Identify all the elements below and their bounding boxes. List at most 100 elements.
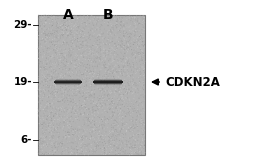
Point xyxy=(64,140,68,143)
Point xyxy=(56,32,60,35)
Point xyxy=(47,119,51,122)
Point xyxy=(128,26,132,28)
Point xyxy=(111,123,115,126)
Point xyxy=(75,42,79,45)
Point xyxy=(111,69,115,72)
Point xyxy=(112,52,116,54)
Point xyxy=(81,145,85,147)
Point xyxy=(131,130,135,133)
Point xyxy=(98,104,102,107)
Point xyxy=(65,17,69,20)
Point xyxy=(109,128,113,130)
Point xyxy=(143,22,147,25)
Point xyxy=(70,133,74,136)
Point xyxy=(42,93,46,96)
Point xyxy=(130,100,134,103)
Point xyxy=(133,146,137,149)
Point xyxy=(95,144,99,147)
Point xyxy=(122,47,126,49)
Point xyxy=(78,128,82,131)
Point xyxy=(92,121,96,124)
Point xyxy=(82,116,86,119)
Point xyxy=(81,44,85,47)
Point xyxy=(109,67,113,70)
Point xyxy=(123,103,127,105)
Point xyxy=(106,24,110,27)
Point xyxy=(52,94,56,97)
Point xyxy=(89,134,93,136)
Point xyxy=(114,68,118,70)
Point xyxy=(124,50,129,52)
Point xyxy=(112,53,116,55)
Point xyxy=(67,67,71,70)
Point xyxy=(67,16,71,19)
Point xyxy=(115,26,119,28)
Point xyxy=(46,139,50,141)
Point xyxy=(53,50,57,53)
Point xyxy=(56,56,60,59)
Point xyxy=(141,72,145,75)
Point xyxy=(102,48,106,51)
Point xyxy=(80,139,84,141)
Point xyxy=(77,80,81,83)
Point xyxy=(99,119,103,121)
Point xyxy=(88,57,92,60)
Point xyxy=(69,54,73,56)
Bar xyxy=(93,82,123,83)
Point xyxy=(39,152,43,155)
Point xyxy=(57,51,61,54)
Point xyxy=(95,144,99,146)
Point xyxy=(46,142,50,145)
Point xyxy=(57,82,61,84)
Point xyxy=(66,31,70,34)
Point xyxy=(134,84,138,87)
Point xyxy=(59,45,63,47)
Point xyxy=(76,83,80,86)
Point xyxy=(65,108,69,111)
Point xyxy=(95,55,99,58)
Point xyxy=(86,35,90,37)
Point xyxy=(43,70,47,72)
Point xyxy=(114,38,118,40)
Point xyxy=(48,87,52,89)
Point xyxy=(138,73,142,76)
Point xyxy=(115,23,119,26)
Point xyxy=(113,21,117,23)
Point xyxy=(53,127,57,129)
Point xyxy=(67,146,71,148)
Point xyxy=(136,91,140,94)
Point xyxy=(126,39,130,41)
Point xyxy=(84,39,89,42)
Point xyxy=(37,141,41,144)
Point xyxy=(44,80,48,83)
Point xyxy=(81,29,85,32)
Point xyxy=(83,65,87,68)
Point xyxy=(62,43,66,46)
Point xyxy=(121,117,125,120)
Point xyxy=(142,68,146,70)
Point xyxy=(117,89,121,91)
Point xyxy=(68,135,72,138)
Point xyxy=(110,26,114,29)
Point xyxy=(143,144,147,147)
Point xyxy=(124,16,129,19)
Point xyxy=(119,90,123,92)
Point xyxy=(96,16,100,19)
Point xyxy=(103,61,107,63)
Point xyxy=(78,71,82,73)
Point xyxy=(132,80,136,83)
Point xyxy=(77,115,81,118)
Point xyxy=(102,90,106,93)
Point xyxy=(98,21,102,24)
Point xyxy=(102,86,106,89)
Point xyxy=(117,144,121,146)
Point xyxy=(140,50,144,52)
Point xyxy=(85,113,89,115)
Point xyxy=(50,79,54,81)
Point xyxy=(84,96,89,99)
Point xyxy=(134,39,138,41)
Point xyxy=(79,80,83,83)
Point xyxy=(42,56,46,58)
Point xyxy=(93,109,97,112)
Point xyxy=(95,45,100,48)
